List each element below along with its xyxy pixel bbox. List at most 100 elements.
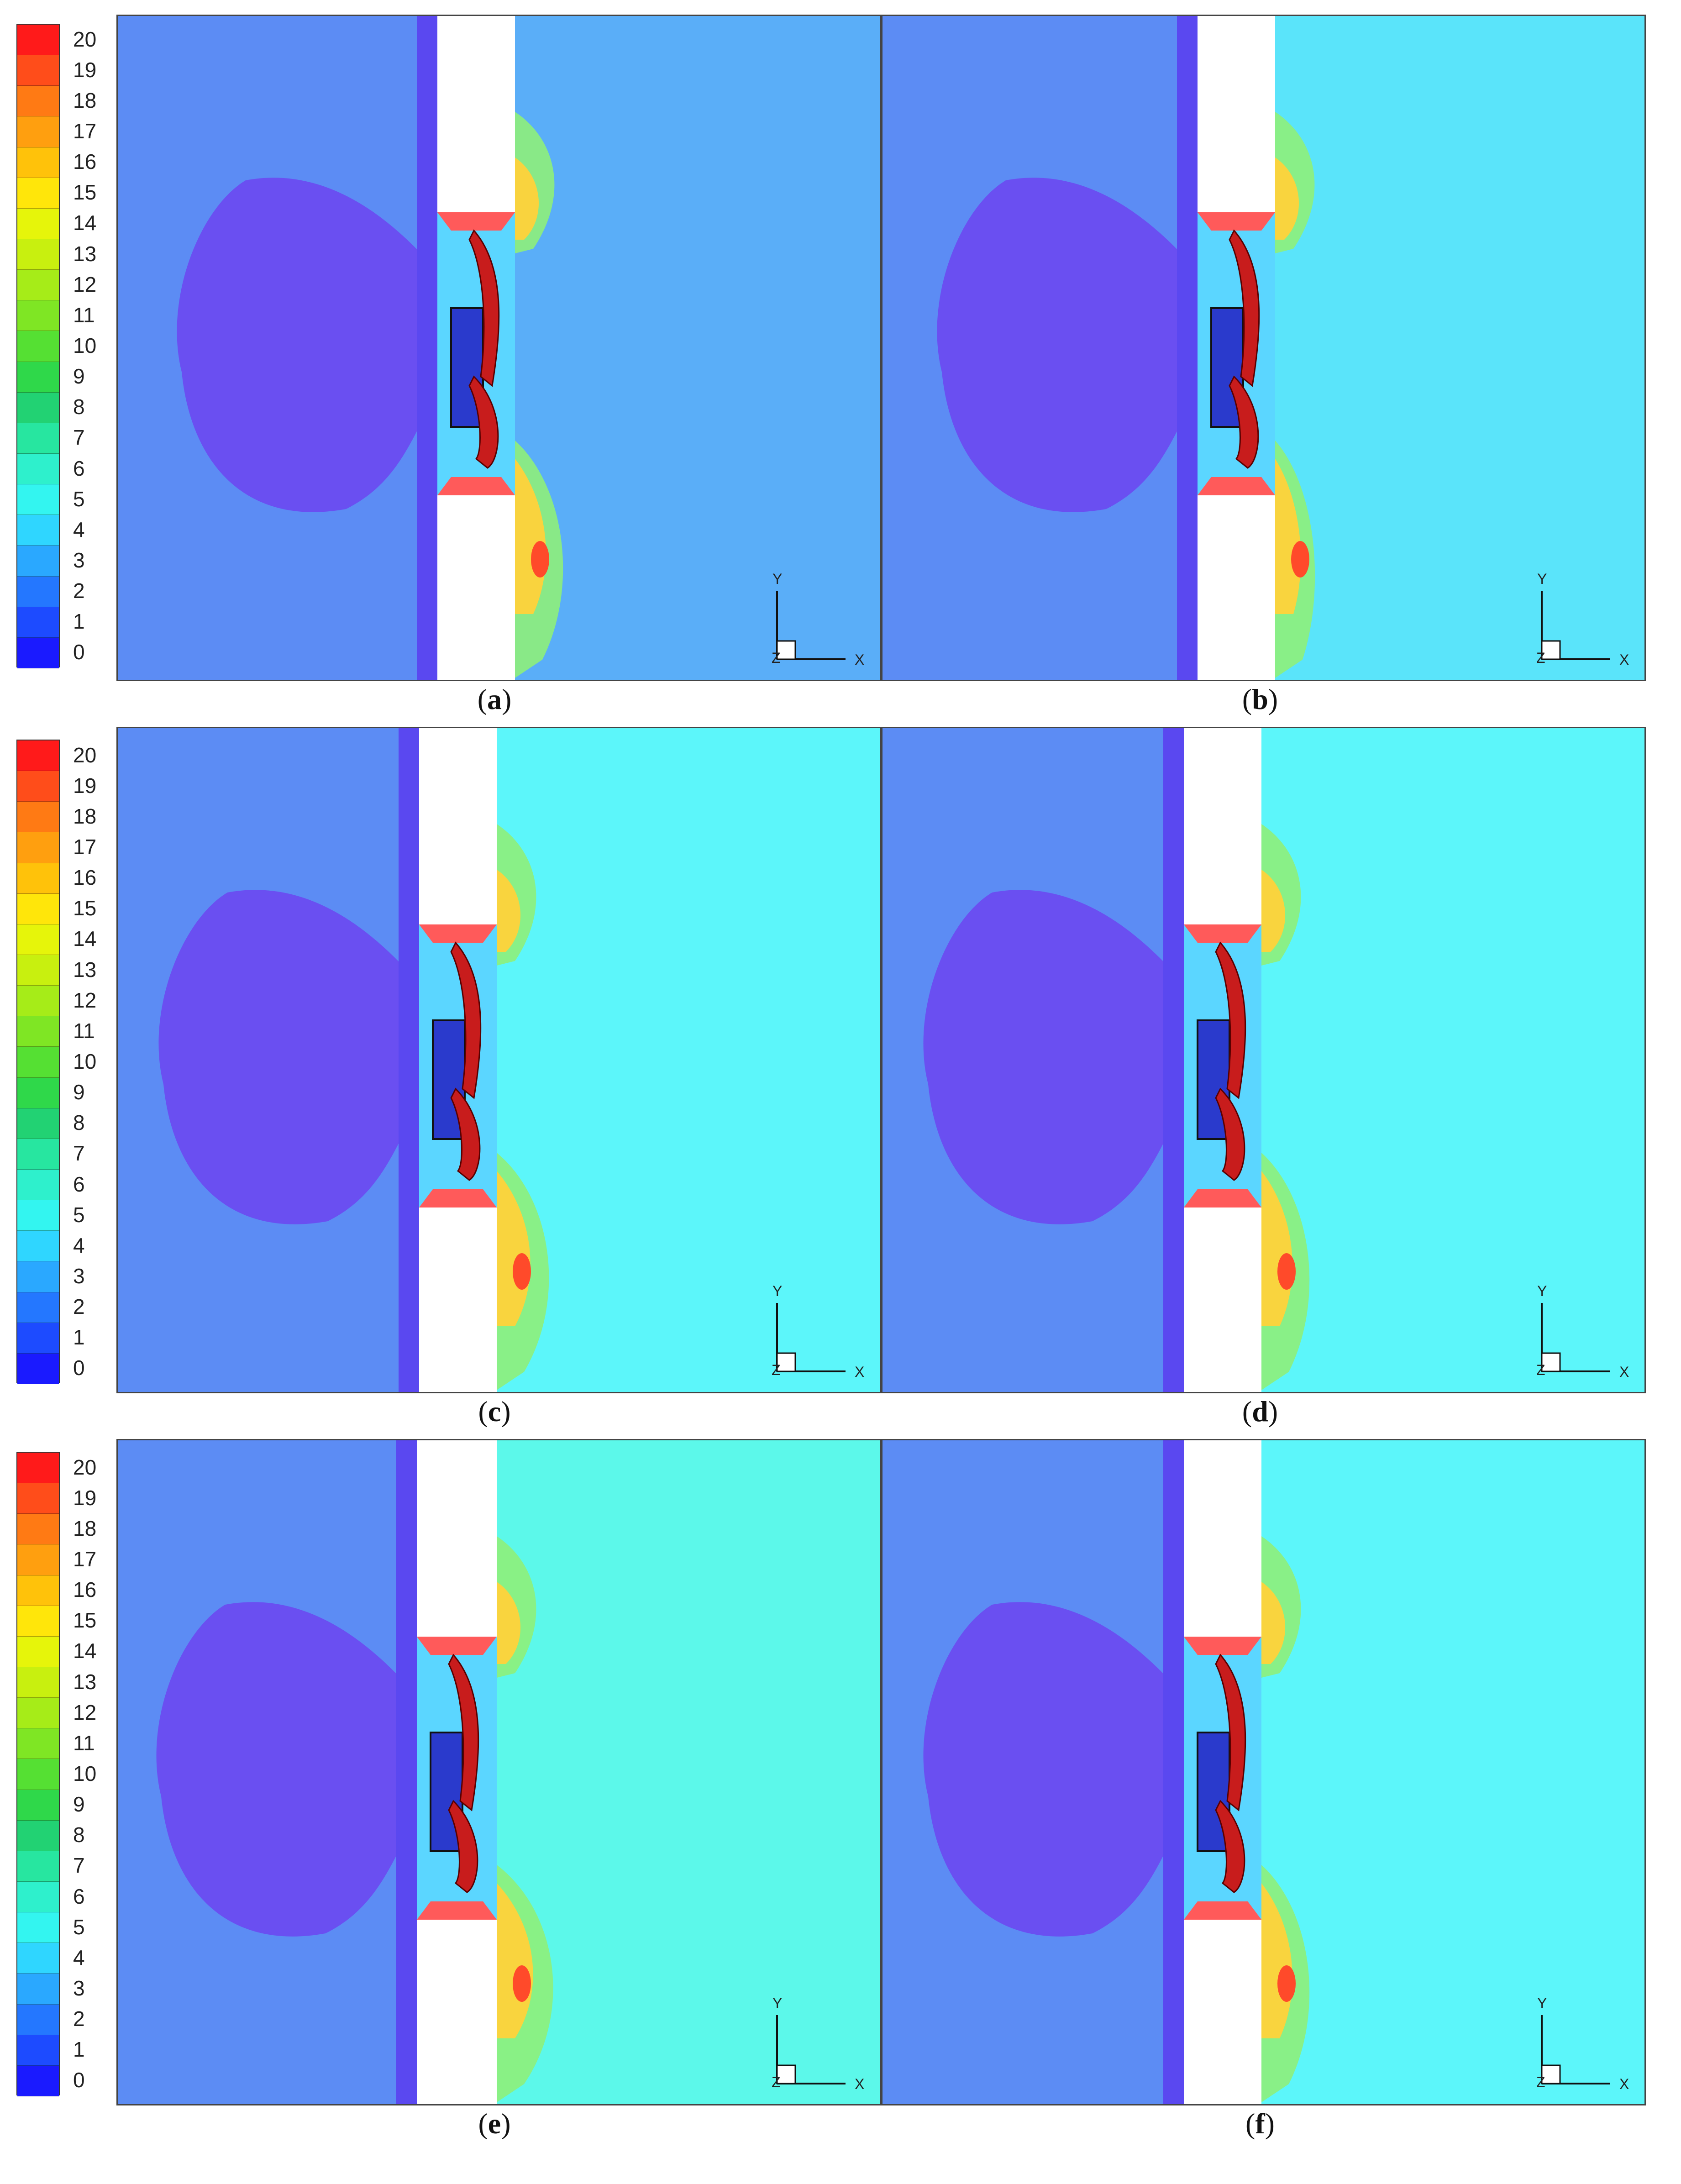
panel-a: X Y Z — [116, 15, 881, 681]
colorbar-segment — [17, 986, 59, 1017]
colorbar-tick-label: 20 — [73, 743, 97, 767]
blade-upper — [468, 229, 500, 387]
colorbar-tick-label: 20 — [73, 1455, 97, 1479]
jet-hotspot — [531, 541, 549, 578]
colorbar-tick-label: 0 — [73, 640, 85, 664]
colorbar-segment — [17, 86, 59, 117]
colorbar-segment — [17, 392, 59, 423]
colorbar-tick-label: 5 — [73, 487, 85, 511]
colorbar-segment — [17, 1820, 59, 1851]
downstream-region — [1261, 1440, 1644, 2104]
upper-flange — [419, 924, 497, 943]
colorbar-segment — [17, 2065, 59, 2096]
colorbar-segment — [17, 576, 59, 607]
colorbar-tick-label: 18 — [73, 804, 97, 828]
flow-field: X Y Z — [118, 16, 880, 680]
z-axis-label: Z — [1536, 2074, 1545, 2090]
colorbar-row2 — [16, 740, 60, 1384]
z-axis-box — [1541, 1352, 1561, 1372]
colorbar-tick-label: 13 — [73, 1670, 97, 1694]
upper-flange — [1184, 1637, 1261, 1655]
x-axis-label: X — [855, 1364, 864, 1380]
z-axis-label: Z — [772, 1362, 781, 1378]
y-axis-label: Y — [1537, 1995, 1547, 2011]
upper-jet-core — [1261, 870, 1286, 952]
y-axis-label: Y — [772, 1995, 782, 2011]
colorbar-segment — [17, 1667, 59, 1698]
colorbar-segment — [17, 25, 59, 56]
y-axis-label: Y — [772, 1283, 782, 1299]
colorbar-segment — [17, 178, 59, 209]
blade-lower — [1215, 1800, 1245, 1893]
colorbar-tick-label: 9 — [73, 1792, 85, 1816]
jet-hotspot — [1291, 541, 1309, 578]
colorbar-tick-label: 19 — [73, 773, 97, 798]
colorbar-tick-label: 0 — [73, 1356, 85, 1380]
colorbar-tick-label: 4 — [73, 1945, 85, 1969]
colorbar-segment — [17, 1483, 59, 1514]
blade-upper — [448, 1654, 479, 1811]
caption-letter: b — [1252, 683, 1268, 715]
caption-letter: c — [488, 1395, 501, 1428]
colorbar-tick-label: 1 — [73, 609, 85, 634]
z-axis-label: Z — [772, 2074, 781, 2090]
x-axis-label: X — [1619, 2076, 1629, 2092]
colorbar-tick-label: 2 — [73, 2007, 85, 2031]
colorbar-segment — [17, 515, 59, 546]
upper-flange — [1184, 924, 1261, 943]
z-axis-box — [776, 640, 796, 660]
colorbar-segment — [17, 300, 59, 331]
blade-lower — [450, 1087, 481, 1181]
panel-b: X Y Z — [881, 15, 1646, 681]
jet-hotspot — [513, 1253, 531, 1290]
colorbar-segment — [17, 1170, 59, 1201]
panel-f: X Y Z — [881, 1439, 1646, 2105]
caption-letter: f — [1255, 2107, 1265, 2140]
caption-a: (a) — [477, 683, 512, 715]
upper-jet-core — [497, 870, 521, 952]
colorbar-tick-label: 12 — [73, 272, 97, 296]
colorbar-tick-label: 5 — [73, 1915, 85, 1939]
colorbar-tick-label: 14 — [73, 1639, 97, 1663]
x-axis-label: X — [1619, 651, 1629, 668]
colorbar-segment — [17, 2035, 59, 2066]
caption-e: (e) — [478, 2107, 511, 2140]
colorbar-segment — [17, 239, 59, 270]
colorbar-segment — [17, 362, 59, 393]
downstream-region — [497, 728, 880, 1392]
colorbar-segment — [17, 1016, 59, 1047]
wake-blob — [937, 178, 1198, 512]
colorbar-tick-label: 14 — [73, 211, 97, 235]
colorbar-segment — [17, 1882, 59, 1913]
upper-jet-core — [497, 1582, 521, 1664]
colorbar-tick-label: 10 — [73, 334, 97, 357]
colorbar-tick-label: 16 — [73, 866, 97, 890]
colorbar-tick-label: 3 — [73, 548, 85, 572]
colorbar-tick-label: 10 — [73, 1762, 97, 1785]
colorbar-segment — [17, 546, 59, 577]
flow-field: X Y Z — [883, 16, 1644, 680]
colorbar-segment — [17, 1353, 59, 1384]
colorbar-row1 — [16, 24, 60, 668]
caption-b: (b) — [1242, 683, 1278, 715]
colorbar-tick-label: 4 — [73, 517, 85, 541]
y-axis-label: Y — [772, 571, 782, 587]
y-axis-label: Y — [1537, 571, 1547, 587]
z-axis-box — [1541, 640, 1561, 660]
colorbar-segment — [17, 1261, 59, 1292]
colorbar-segment — [17, 1698, 59, 1729]
panel-c: X Y Z — [116, 727, 881, 1393]
x-axis-label: X — [855, 651, 864, 668]
colorbar-tick-label: 9 — [73, 364, 85, 388]
colorbar-tick-label: 1 — [73, 2037, 85, 2062]
caption-letter: d — [1252, 1395, 1268, 1428]
colorbar-segment — [17, 423, 59, 454]
jet-hotspot — [513, 1965, 531, 2002]
colorbar-segment — [17, 270, 59, 301]
colorbar-tick-label: 13 — [73, 242, 97, 266]
colorbar-segment — [17, 832, 59, 863]
near-wall-strip — [1177, 16, 1198, 680]
upper-flange — [1198, 212, 1275, 231]
colorbar-tick-label: 20 — [73, 27, 97, 51]
wake-blob — [177, 178, 437, 512]
